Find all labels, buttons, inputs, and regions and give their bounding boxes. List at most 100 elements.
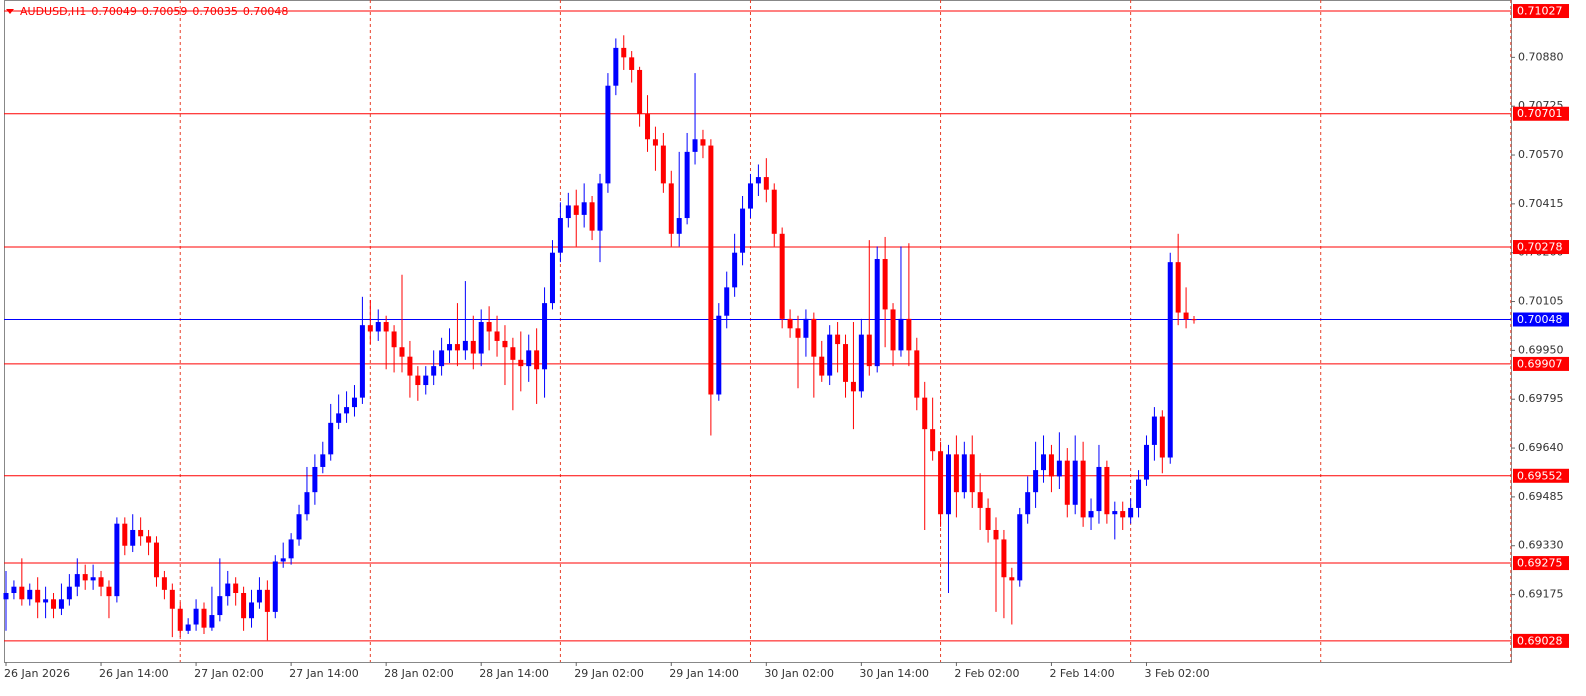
candle-body [51,599,57,609]
candle-body [3,592,9,600]
candle-body [510,347,516,360]
x-tick-label: 3 Feb 02:00 [1144,667,1209,680]
candle-body [645,114,651,140]
x-tick-label: 28 Jan 14:00 [479,667,549,680]
candle-body [447,344,453,351]
candle-body [1167,262,1173,458]
candle-body [724,287,730,316]
candle-body [27,589,33,600]
candle-body [1175,262,1181,313]
candle-body [1128,507,1134,518]
candle-body [138,529,144,537]
candle-body [146,536,152,543]
candle-body [1080,460,1086,518]
candle-body [716,315,722,395]
plot-frame [4,0,1512,663]
candle-body [82,574,88,581]
candle-body [938,451,944,515]
candle-body [668,183,674,234]
candle-body [1112,511,1118,515]
candle-body [1096,466,1102,512]
candle-body [882,259,888,310]
candle-body [684,151,690,219]
candle-body [43,599,49,603]
candle-body [454,344,460,351]
candle-body [1151,416,1157,445]
candle-body [336,413,342,423]
x-tick-label: 27 Jan 02:00 [194,667,264,680]
candle-body [1041,454,1047,471]
candle-body [787,318,793,329]
candle-body [700,139,706,146]
candle-body [367,325,373,332]
candle-body [423,375,429,386]
candle-body [320,454,326,467]
x-tick-label: 26 Jan 14:00 [99,667,169,680]
candle-body [1009,577,1015,581]
level-box [1513,633,1569,648]
candle-body [351,397,357,408]
candle-body [930,429,936,452]
header-low: 0.70035 [192,5,238,18]
candle-body [518,359,524,367]
x-tick-label: 2 Feb 02:00 [954,667,1019,680]
candle-body [795,328,801,338]
candle-body [185,624,191,631]
candle-body [1183,312,1189,320]
y-tick-label: 0.70570 [1518,148,1564,161]
candle-body [890,309,896,351]
candle-body [1033,470,1039,493]
candle-body [660,145,666,184]
candle-body [581,202,587,215]
candle-body [557,218,563,253]
level-box [1513,240,1569,255]
candle-body [811,318,817,357]
y-tick-label: 0.69175 [1518,588,1564,601]
candle-body [114,523,120,597]
candle-body [1064,460,1070,505]
y-tick-label: 0.69795 [1518,392,1564,405]
candle-body [193,608,199,625]
candle-body [19,586,25,600]
candle-body [478,322,484,354]
candle-body [415,375,421,386]
level-box [1513,468,1569,483]
candle-body [652,139,658,146]
candle-body [1025,492,1031,515]
candle-body [835,334,841,345]
candle-body [993,529,999,540]
candle-body [486,322,492,332]
level-label: 0.69552 [1517,469,1563,482]
level-box [1513,556,1569,571]
candle-body [858,334,864,392]
candle-body [755,177,761,184]
level-box [1513,4,1569,19]
candle-body [304,492,310,515]
level-box [1513,312,1569,327]
candle-body [225,583,231,597]
candle-body [1120,511,1126,518]
candle-body [328,422,334,455]
level-label: 0.70048 [1517,313,1563,326]
candle-body [1001,539,1007,578]
candle-body [605,85,611,184]
candle-body [11,586,17,593]
candle-body [953,454,959,493]
x-tick-label: 26 Jan 2026 [4,667,70,680]
candle-body [985,507,991,530]
candle-body [161,577,167,590]
candle-body [977,492,983,508]
candle-body [779,233,785,319]
candle-body [122,523,128,546]
candle-body [914,350,920,398]
candle-body [35,589,41,603]
y-tick-label: 0.70880 [1518,50,1564,63]
candle-body [375,322,381,332]
candle-body [1056,460,1062,477]
candle-body [637,69,643,115]
candle-body [177,608,183,631]
candle-body [621,47,627,58]
candle-body [431,366,437,376]
candle-body [312,466,318,493]
